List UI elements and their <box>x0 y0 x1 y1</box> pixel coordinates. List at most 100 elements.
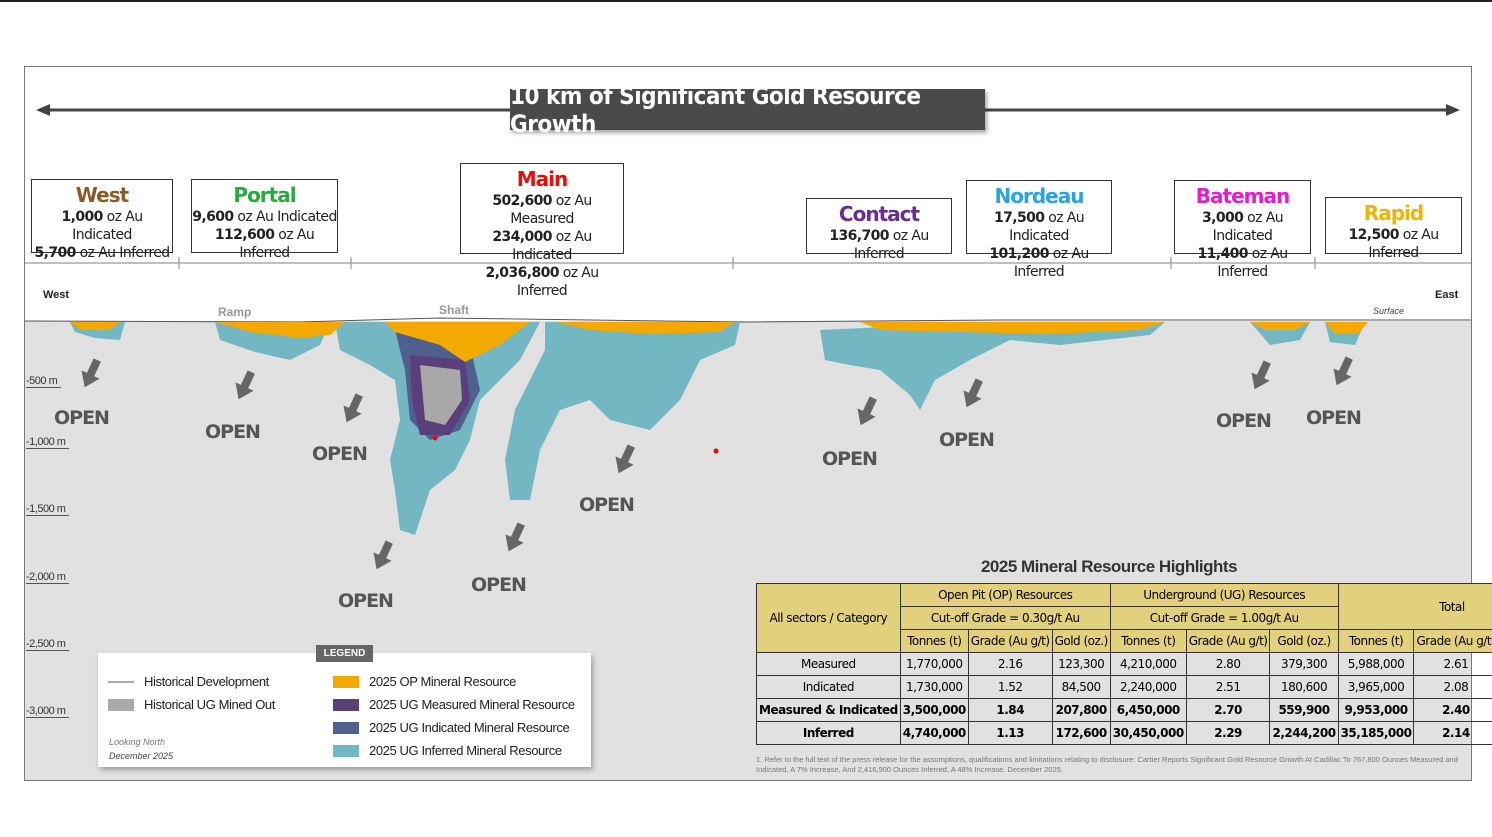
value-cell: 2,240,000 <box>1109 675 1187 699</box>
ounces: 502,600 <box>492 193 552 209</box>
zone-resource-line: 5,700 oz Au Inferred <box>32 244 172 262</box>
ounces: 2,036,800 <box>485 265 559 281</box>
arrow-icon <box>615 444 635 474</box>
category: oz Au Indicated <box>72 209 143 243</box>
value-cell: 207,800 <box>1051 698 1111 722</box>
view-direction: Looking North <box>109 737 166 747</box>
column-header: Gold (oz.) <box>1269 629 1339 653</box>
category: oz Au Inferred <box>1217 246 1288 280</box>
category: oz Au Inferred <box>239 227 315 261</box>
table-row: Measured & Indicated 3,500,000 1.84 207,800… <box>756 698 1492 722</box>
op-cutoff: Cut-off Grade = 0.30g/t Au <box>899 606 1111 630</box>
zone-box-west: West 1,000 oz Au Indicated 5,700 oz Au Inf… <box>31 179 173 261</box>
zone-axis <box>25 257 1471 269</box>
category-cell: Measured & Indicated <box>756 698 901 722</box>
ounces: 1,000 <box>61 209 104 225</box>
corner-header: All sectors / Category <box>756 583 901 653</box>
zone-box-main: Main 502,600 oz Au Measured 234,000 oz Au … <box>460 163 624 299</box>
category-cell: Indicated <box>756 675 901 699</box>
surface-line <box>24 317 1471 323</box>
zone-box-contact: Contact 136,700 oz Au Inferred <box>806 198 952 262</box>
ramp-label: Ramp <box>218 305 252 319</box>
category-cell: Inferred <box>756 721 901 745</box>
ounces: 11,400 <box>1197 246 1248 262</box>
zone-resource-line: 112,600 oz Au Inferred <box>192 226 337 262</box>
column-header: Tonnes (t) <box>899 629 969 653</box>
value-cell: 1.13 <box>967 721 1053 745</box>
shaft-label: Shaft <box>439 303 469 317</box>
zone-resource-line: 17,500 oz Au Indicated <box>967 209 1111 245</box>
value-cell: 4,210,000 <box>1109 652 1187 676</box>
depth-label: -1,000 m <box>26 436 70 449</box>
zone-resource-line: 9,600 oz Au Indicated <box>192 208 337 226</box>
value-cell: 1,770,000 <box>899 652 969 676</box>
zone-name: Contact <box>838 202 920 226</box>
depth-label: -2,000 m <box>26 571 70 584</box>
zone-resource-line: 11,400 oz Au Inferred <box>1175 245 1310 281</box>
swatch <box>333 721 359 734</box>
legend-item: 2025 UG Measured Mineral Resource <box>333 697 575 712</box>
ounces: 101,200 <box>989 246 1049 262</box>
category: oz Au Measured <box>510 193 592 227</box>
value-cell: 30,450,000 <box>1109 721 1187 745</box>
category: oz Au Inferred <box>1013 246 1089 280</box>
value-cell: 2,244,200 <box>1269 721 1339 745</box>
value-cell: 9,953,000 <box>1337 698 1415 722</box>
value-cell: 2.70 <box>1185 698 1271 722</box>
open-label: OPEN <box>312 443 368 465</box>
open-label: OPEN <box>205 421 261 443</box>
open-label: OPEN <box>579 494 635 516</box>
zone-resource-line: 136,700 oz Au Inferred <box>807 227 951 263</box>
total-header: Total <box>1337 583 1492 630</box>
ounces: 5,700 <box>34 245 76 261</box>
top-border <box>0 0 1492 2</box>
value-cell: 3,965,000 <box>1337 675 1415 699</box>
category: oz Au Indicated <box>1212 210 1284 244</box>
legend-tag: LEGEND <box>316 645 373 662</box>
ug-cutoff: Cut-off Grade = 1.00g/t Au <box>1109 606 1339 630</box>
value-cell: 180,600 <box>1269 675 1339 699</box>
line-swatch <box>108 680 134 683</box>
legend-label: Historical UG Mined Out <box>144 697 275 712</box>
table-row: Measured 1,770,000 2.16 123,300 4,210,000 2.8… <box>756 652 1492 676</box>
column-header: Gold (oz.) <box>1051 629 1111 653</box>
value-cell: 172,600 <box>1051 721 1111 745</box>
value-cell: 559,900 <box>1269 698 1339 722</box>
value-cell: 1.52 <box>967 675 1053 699</box>
open-arrows <box>81 356 1353 570</box>
swatch <box>333 698 359 711</box>
ounces: 3,000 <box>1202 210 1244 226</box>
category: oz Au Inferred <box>516 265 599 299</box>
open-label: OPEN <box>338 590 394 612</box>
depth-label: -2,500 m <box>26 638 70 651</box>
zone-resource-line: 1,000 oz Au Indicated <box>32 208 172 244</box>
zone-name: Portal <box>233 183 296 207</box>
east-label: East <box>1435 289 1459 301</box>
arrow-icon <box>235 370 255 400</box>
red-marker <box>713 448 719 454</box>
column-header: Grade (Au g/t) <box>967 629 1053 653</box>
value-cell: 1,730,000 <box>899 675 969 699</box>
resource-table: All sectors / Category Open Pit (OP) Reso… <box>756 583 1492 745</box>
ug-header: Underground (UG) Resources <box>1109 583 1339 607</box>
category: oz Au Indicated <box>1009 210 1085 244</box>
zone-resource-line: 2,036,800 oz Au Inferred <box>461 264 623 300</box>
column-header: Tonnes (t) <box>1109 629 1187 653</box>
zone-resource-line: 234,000 oz Au Indicated <box>461 228 623 264</box>
surface-label: Surface <box>1373 306 1405 316</box>
column-header: Tonnes (t) <box>1337 629 1415 653</box>
zone-resource-line: 502,600 oz Au Measured <box>461 192 623 228</box>
value-cell: 4,740,000 <box>899 721 969 745</box>
category: oz Au Inferred <box>1368 227 1439 261</box>
value-cell: 123,300 <box>1051 652 1111 676</box>
swatch <box>108 698 134 711</box>
ounces: 17,500 <box>993 210 1045 226</box>
column-header: Grade (Au g/t) <box>1185 629 1271 653</box>
legend-date: December 2025 <box>109 751 174 761</box>
legend-label: 2025 UG Indicated Mineral Resource <box>369 720 570 735</box>
value-cell: 2.40 <box>1413 698 1492 722</box>
zone-box-bateman: Bateman 3,000 oz Au Indicated 11,400 oz Au… <box>1174 180 1311 280</box>
arrow-icon <box>343 393 363 423</box>
value-cell: 2.14 <box>1413 721 1492 745</box>
zone-box-nordeau: Nordeau 17,500 oz Au Indicated 101,200 oz … <box>966 180 1112 280</box>
